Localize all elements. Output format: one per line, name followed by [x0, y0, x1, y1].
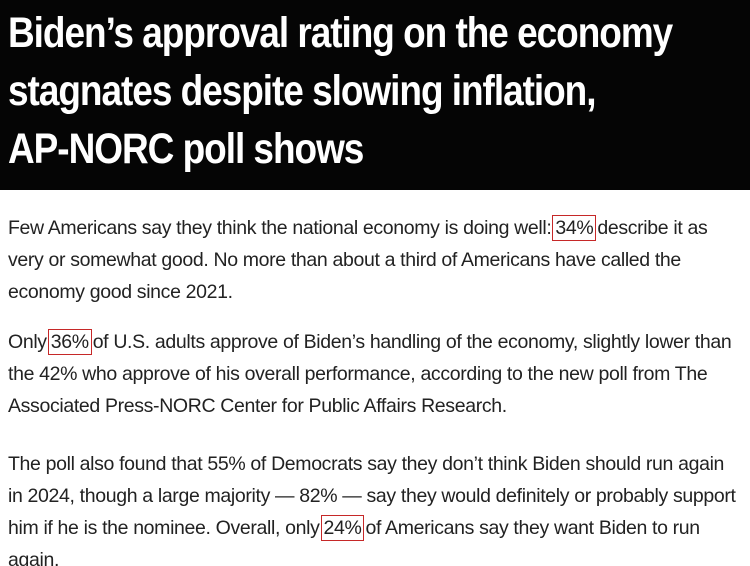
- paragraph-economy-view: Few Americans say they think the nationa…: [8, 212, 746, 308]
- headline-line-3: AP-NORC poll shows: [8, 125, 364, 173]
- paragraph-1-text-after-highlight: describe it as: [597, 217, 708, 239]
- paragraph-1-text-before-highlight: Few Americans say they think the nationa…: [8, 217, 552, 239]
- paragraph-2-line-3: Associated Press-NORC Center for Public …: [8, 395, 507, 417]
- paragraph-1-line-1: Few Americans say they think the nationa…: [8, 212, 746, 244]
- paragraph-3-text-before-highlight: him if he is the nominee. Overall, only: [8, 517, 320, 539]
- highlight-34-percent: 34%: [552, 215, 597, 241]
- paragraph-3-text-after-highlight: of Americans say they want Biden to run: [365, 517, 700, 539]
- paragraph-2-text-before-highlight: Only: [8, 331, 47, 353]
- paragraph-1-line-2: very or somewhat good. No more than abou…: [8, 249, 681, 271]
- article-headline: Biden’s approval rating on the economy s…: [8, 4, 673, 178]
- paragraph-2-text-after-highlight: of U.S. adults approve of Biden’s handli…: [92, 331, 732, 353]
- highlight-24-percent: 24%: [320, 515, 365, 541]
- paragraph-2-line-1: Only 36% of U.S. adults approve of Biden’s…: [8, 326, 746, 358]
- paragraph-approval: Only 36% of U.S. adults approve of Biden’s…: [8, 326, 746, 422]
- paragraph-1-line-3: economy good since 2021.: [8, 281, 233, 303]
- paragraph-3-line-1: The poll also found that 55% of Democrat…: [8, 453, 725, 475]
- headline-banner: Biden’s approval rating on the economy s…: [0, 0, 750, 190]
- highlight-36-percent: 36%: [47, 329, 92, 355]
- paragraph-2-line-2: the 42% who approve of his overall perfo…: [8, 363, 708, 385]
- headline-line-1: Biden’s approval rating on the economy: [8, 9, 673, 57]
- paragraph-3-line-3: him if he is the nominee. Overall, only 2…: [8, 512, 746, 544]
- paragraph-3-line-4: again.: [8, 549, 60, 566]
- headline-line-2: stagnates despite slowing inflation,: [8, 67, 597, 115]
- paragraph-3-line-2: in 2024, though a large majority — 82% —…: [8, 485, 736, 507]
- paragraph-democrats: The poll also found that 55% of Democrat…: [8, 448, 746, 566]
